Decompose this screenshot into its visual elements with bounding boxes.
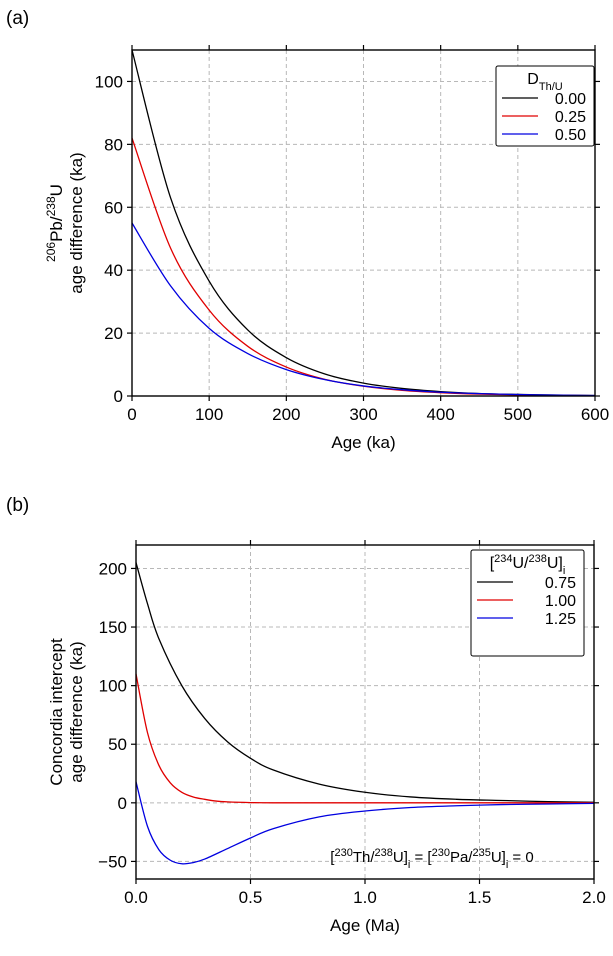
x-tick-label: 100 <box>195 405 223 424</box>
x-tick-label: 500 <box>504 405 532 424</box>
panel-label-a: (a) <box>6 8 29 29</box>
series-line-1-00 <box>135 673 594 804</box>
y-tick-label: 20 <box>104 324 123 343</box>
legend-a: DTh/U0.000.250.50 <box>495 65 595 147</box>
y-axis-label-a: 206Pb/238U age difference (ka) <box>44 152 86 293</box>
y-tick-label: 100 <box>99 677 127 696</box>
panel-label-b: (b) <box>6 495 29 516</box>
x-axis-label-b: Age (Ma) <box>330 916 400 935</box>
y-label-a-sup1: 206 <box>44 242 58 262</box>
annotation-initial-ratios: [230Th/238U]i = [230Pa/235U]i = 0 <box>330 847 533 871</box>
legend-entry-0-50: 0.50 <box>555 127 586 144</box>
y-axis-label-b-line1: Concordia intercept <box>47 638 66 786</box>
legend-box <box>470 549 585 657</box>
y-tick-label: 0 <box>118 794 127 813</box>
x-tick-label: 300 <box>349 405 377 424</box>
series-line-1-25 <box>135 781 595 865</box>
y-axis-label-b-line2: age difference (ka) <box>67 641 86 782</box>
y-tick-label: 200 <box>99 559 127 578</box>
x-tick-label: 1.5 <box>468 888 492 907</box>
legend-entry-1-25: 1.25 <box>545 611 576 628</box>
legend-title: [234U/238U]i <box>490 553 566 577</box>
chart-panel-a: (a) 0 100 200 300 400 500 600 0 20 40 60 80 100 Age … <box>6 8 609 452</box>
legend-entry-0-25: 0.25 <box>555 109 586 126</box>
series-line-0-75 <box>135 562 595 803</box>
x-tick-label: 0.0 <box>124 888 148 907</box>
legend-title: DTh/U <box>527 71 562 93</box>
x-tick-label: 1.0 <box>353 888 377 907</box>
y-label-a-text1: Pb/ <box>47 216 66 242</box>
legend-b: [234U/238U]i0.751.001.25 <box>470 549 585 657</box>
y-tick-label: −50 <box>98 852 127 871</box>
legend-entry-0-00: 0.00 <box>555 91 586 108</box>
x-tick-label: 400 <box>426 405 454 424</box>
x-axis-label-a: Age (ka) <box>331 433 395 452</box>
x-tick-label: 2.0 <box>582 888 606 907</box>
legend-box <box>495 65 595 147</box>
chart-panel-b: (b) 0.0 0.5 1.0 1.5 2.0 −50 0 50 100 150 200 Age (… <box>6 495 606 935</box>
y-tick-label: 0 <box>114 387 123 406</box>
y-label-a-sup2: 238 <box>44 196 58 216</box>
x-tick-label: 0 <box>127 405 136 424</box>
y-axis-label-b: Concordia intercept age difference (ka) <box>47 638 86 786</box>
y-tick-label: 40 <box>104 261 123 280</box>
x-tick-label: 0.5 <box>239 888 263 907</box>
x-tick-label: 200 <box>272 405 300 424</box>
y-tick-label: 50 <box>108 735 127 754</box>
y-tick-label: 60 <box>104 198 123 217</box>
y-tick-label: 80 <box>104 135 123 154</box>
x-tick-label: 600 <box>581 405 609 424</box>
y-axis-label-a-line1: 206Pb/238U <box>44 184 66 262</box>
series-line-0-50 <box>131 222 596 397</box>
y-tick-label: 100 <box>95 72 123 91</box>
legend-entry-1-00: 1.00 <box>545 593 576 610</box>
y-axis-label-a-line2: age difference (ka) <box>67 152 86 293</box>
y-label-a-text2: U <box>47 184 66 196</box>
y-tick-label: 150 <box>99 618 127 637</box>
legend-entry-0-75: 0.75 <box>545 575 576 592</box>
